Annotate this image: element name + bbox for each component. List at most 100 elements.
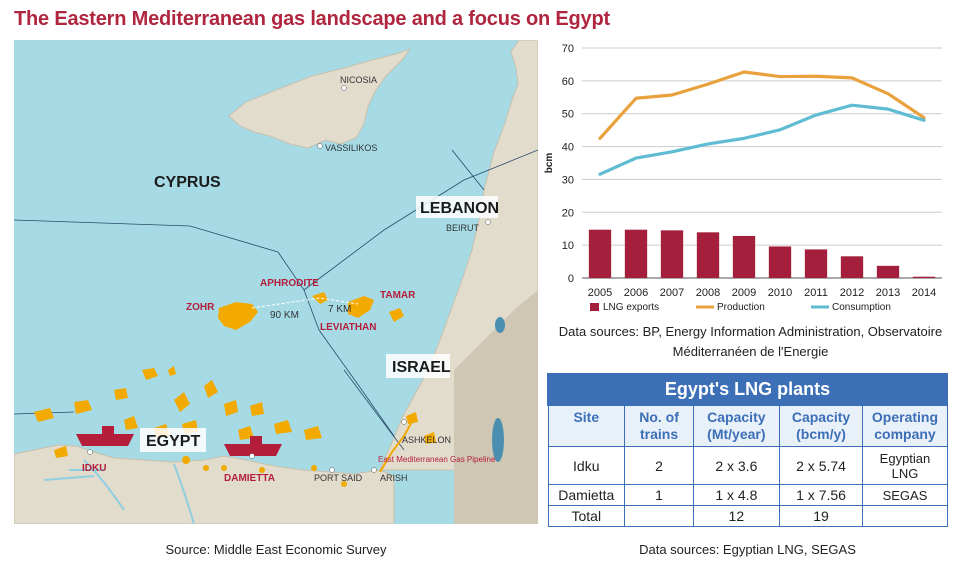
label-tamar: TAMAR (380, 290, 416, 301)
field-v (221, 465, 227, 471)
beirut-dot (485, 219, 491, 225)
leviathan-field (348, 296, 374, 318)
label-aphrodite: APHRODITE (260, 278, 319, 289)
x-tick-2013: 2013 (876, 287, 900, 299)
lebanon-label-bg (416, 196, 498, 218)
line-production (598, 70, 926, 140)
table-row: Idku 2 2 x 3.6 2 x 5.74 Egyptian LNG (547, 446, 948, 485)
egypt-coast (14, 444, 395, 524)
y-tick-40: 40 (562, 142, 574, 154)
field-t (182, 456, 190, 464)
label-zohr: ZOHR (186, 302, 215, 313)
bar-2009 (732, 235, 756, 278)
bar-2010 (768, 246, 792, 278)
lng-ship-idku (76, 426, 134, 446)
field-x (311, 465, 317, 471)
maritime-border-4 (318, 329, 395, 437)
bar-2012 (840, 256, 864, 278)
bar-2005 (588, 229, 612, 278)
label-lebanon: LEBANON (420, 200, 499, 217)
cell-operator: SEGAS (862, 484, 948, 506)
egypt-label-bg (140, 428, 206, 452)
label-nicosia: NICOSIA (340, 75, 377, 85)
gas-chart: 0 10 20 30 40 50 60 70 2005 2006 2007 2008 2009 2010… (542, 38, 959, 320)
port-said-dot (329, 467, 335, 473)
cell-site: Idku (547, 446, 626, 485)
table-row: Damietta 1 1 x 4.8 1 x 7.56 SEGAS (547, 484, 948, 506)
label-port-said: PORT SAID (314, 473, 363, 483)
arish-dot (371, 467, 377, 473)
cell-capacity-bcm: 2 x 5.74 (778, 446, 864, 485)
city-dots (87, 85, 491, 473)
field-h (250, 402, 264, 416)
nicosia-dot (341, 85, 347, 91)
field-l (274, 420, 292, 434)
maritime-border-5 (343, 369, 405, 451)
aphrodite-field (312, 292, 328, 304)
bar-2014 (912, 276, 936, 278)
ashkelon-dot (401, 419, 407, 425)
y-tick-0: 0 (568, 273, 574, 285)
gas-pipeline (379, 417, 415, 473)
field-d (34, 408, 54, 422)
field-a (142, 368, 158, 380)
israel-label-bg (386, 354, 450, 378)
chart-x-ticks: 2005 2006 2007 2008 2009 2010 2011 2012 2013 2014 (588, 287, 936, 299)
col-capacity-mt: Capacity (Mt/year) (693, 405, 780, 447)
zohr-field (218, 302, 258, 330)
y-tick-30: 30 (562, 174, 574, 186)
field-f (204, 380, 218, 398)
distance-line (251, 297, 359, 309)
nile-delta (43, 459, 195, 524)
x-tick-2005: 2005 (588, 287, 612, 299)
y-tick-70: 70 (562, 43, 574, 55)
cell-total-mt: 12 (693, 505, 780, 527)
cell-total-bcm: 19 (778, 505, 864, 527)
chart-bars (588, 229, 936, 278)
y-tick-50: 50 (562, 109, 574, 121)
y-tick-20: 20 (562, 207, 574, 219)
cell-trains: 1 (624, 484, 695, 506)
cell-total-operator (862, 505, 948, 527)
label-leviathan: LEVIATHAN (320, 322, 376, 333)
label-arish: ARISH (380, 473, 408, 483)
label-beirut: BEIRUT (446, 223, 480, 233)
field-s (54, 446, 68, 458)
vassilikos-dot (317, 143, 323, 149)
legend-label-1: Production (717, 302, 765, 313)
gas-map: CYPRUS LEBANON ISRAEL EGYPT NICOSIA VASS… (14, 40, 538, 524)
col-trains: No. of trains (624, 405, 695, 447)
cell-capacity-mt: 1 x 4.8 (693, 484, 780, 506)
bar-2008 (696, 232, 720, 278)
field-y (341, 481, 347, 487)
chart-y-label: bcm (544, 153, 555, 174)
bar-2007 (660, 230, 684, 278)
bar-2013 (876, 265, 900, 278)
map-source: Source: Middle East Economic Survey (165, 542, 387, 557)
col-site: Site (547, 405, 626, 447)
x-tick-2010: 2010 (768, 287, 792, 299)
bar-2006 (624, 229, 648, 278)
field-e (174, 392, 190, 412)
table-source: Data sources: Egyptian LNG, SEGAS (639, 542, 856, 557)
cell-trains: 2 (624, 446, 695, 485)
field-w (259, 467, 265, 473)
label-egypt: EGYPT (146, 433, 200, 450)
label-90km: 90 KM (270, 310, 299, 321)
sinai-interior (454, 290, 538, 524)
col-capacity-bcm: Capacity (bcm/y) (778, 405, 864, 447)
field-r (168, 366, 176, 376)
tamar-field (389, 308, 404, 322)
sea-of-galilee (495, 317, 505, 333)
maritime-border-6 (451, 149, 485, 191)
table-total-row: Total 12 19 (547, 505, 948, 527)
damietta-dot (249, 453, 255, 459)
field-u (203, 465, 209, 471)
x-tick-2007: 2007 (660, 287, 684, 299)
x-tick-2008: 2008 (696, 287, 720, 299)
field-c (74, 400, 92, 414)
cell-site: Damietta (547, 484, 626, 506)
bar-2011 (804, 249, 828, 278)
chart-source-line1: Data sources: BP, Energy Information Adm… (558, 324, 943, 339)
dead-sea (492, 418, 504, 462)
